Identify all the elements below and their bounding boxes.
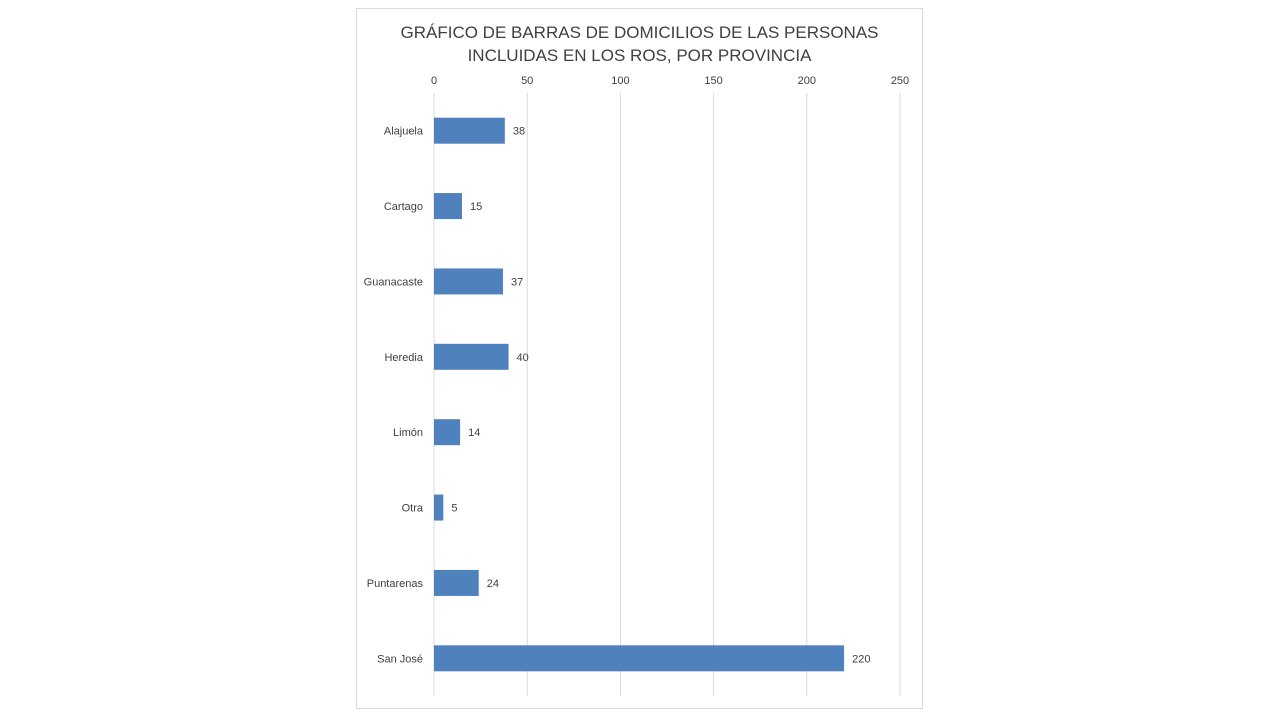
category-label: Guanacaste	[364, 276, 423, 288]
category-label: Otra	[402, 503, 424, 515]
data-label: 15	[470, 201, 482, 213]
bar-2	[434, 268, 503, 295]
x-tick-label: 100	[611, 75, 629, 87]
category-label: Cartago	[384, 201, 423, 213]
chart-title-line-2: INCLUIDAS EN LOS ROS, POR PROVINCIA	[467, 46, 812, 65]
data-label: 14	[468, 427, 480, 439]
bar-0	[434, 117, 505, 144]
category-label: Limón	[393, 427, 423, 439]
x-tick-label: 250	[891, 75, 909, 87]
category-label: San José	[377, 653, 423, 665]
chart-title: GRÁFICO DE BARRAS DE DOMICILIOS DE LAS P…	[357, 21, 922, 67]
bar-7	[434, 645, 845, 672]
chart-frame: GRÁFICO DE BARRAS DE DOMICILIOS DE LAS P…	[356, 8, 923, 709]
data-label: 37	[511, 276, 523, 288]
bar-3	[434, 343, 509, 370]
bar-4	[434, 419, 461, 446]
bar-5	[434, 494, 444, 521]
bar-chart-plot: 0 50 100 150 200 250 Alajuela 38 Cartago 15 Guanac…	[364, 75, 909, 696]
data-label: 24	[487, 578, 499, 590]
bar-1	[434, 193, 462, 220]
x-tick-label: 50	[521, 75, 533, 87]
x-tick-label: 200	[798, 75, 816, 87]
x-tick-label: 0	[431, 75, 437, 87]
data-label: 5	[451, 503, 457, 515]
category-label: Puntarenas	[367, 578, 424, 590]
chart-title-line-1: GRÁFICO DE BARRAS DE DOMICILIOS DE LAS P…	[400, 23, 879, 42]
category-label: Heredia	[384, 352, 423, 364]
category-label: Alajuela	[384, 126, 424, 138]
data-label: 220	[852, 653, 870, 665]
bar-6	[434, 569, 479, 596]
data-label: 40	[517, 352, 529, 364]
data-label: 38	[513, 126, 525, 138]
x-tick-label: 150	[704, 75, 722, 87]
